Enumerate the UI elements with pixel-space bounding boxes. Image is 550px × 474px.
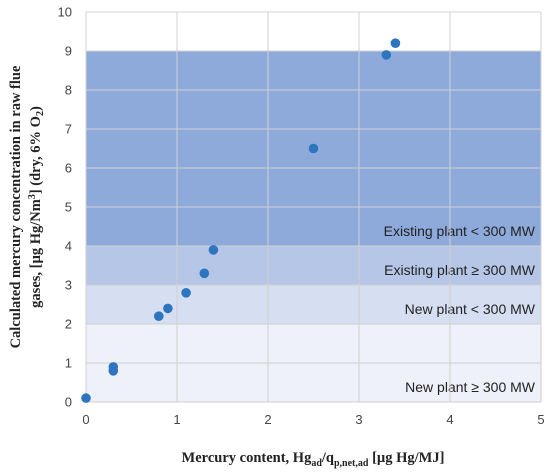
x-tick-label-2: 2 (264, 412, 271, 427)
data-point-10 (390, 38, 401, 48)
x-tick-label-4: 4 (446, 412, 453, 427)
band-label-0: New plant ≥ 300 MW (405, 379, 536, 395)
y-tick-label-9: 9 (65, 44, 72, 59)
x-axis-title: Mercury content, Hgad/qp,net,ad [µg Hg/M… (182, 450, 445, 469)
tick-labels: 0 1 2 3 4 5 6 7 8 9 10 0 1 2 3 4 5 (58, 5, 545, 428)
y-tick-label-8: 8 (65, 83, 72, 98)
data-point-8 (308, 143, 319, 154)
data-point-9 (381, 50, 392, 60)
y-tick-label-0: 0 (65, 395, 72, 410)
data-point-5 (181, 288, 191, 298)
data-point-2 (108, 362, 119, 372)
y-tick-label-7: 7 (65, 122, 72, 137)
data-point-6 (199, 268, 210, 279)
data-point-0 (81, 393, 91, 403)
y-tick-label-5: 5 (65, 200, 72, 215)
y-axis-title-line2: gases, [µg Hg/Nm3] (dry, 6% O2) (27, 106, 46, 308)
y-tick-label-6: 6 (65, 161, 72, 176)
data-point-7 (208, 245, 219, 255)
band-label-2: Existing plant ≥ 300 MW (384, 262, 536, 278)
y-tick-label-1: 1 (65, 356, 72, 371)
band-2 (86, 246, 541, 285)
y-tick-label-10: 10 (58, 5, 72, 20)
gridlines (85, 11, 542, 403)
band-label-1: New plant < 300 MW (405, 301, 536, 317)
data-point-3 (154, 311, 164, 322)
band-label-3: Existing plant < 300 MW (384, 223, 536, 239)
x-tick-label-1: 1 (173, 412, 180, 427)
y-axis-title-line1: Calculated mercury concentration in raw … (8, 65, 24, 348)
y-tick-label-2: 2 (65, 317, 72, 332)
y-tick-label-3: 3 (65, 278, 72, 293)
y-tick-label-4: 4 (65, 239, 72, 254)
x-tick-label-5: 5 (537, 412, 544, 427)
data-point-4 (163, 303, 173, 314)
data-points (81, 38, 401, 403)
x-tick-label-3: 3 (355, 412, 362, 427)
threshold-bands: New plant ≥ 300 MW New plant < 300 MW Exis… (86, 51, 541, 402)
x-tick-label-0: 0 (82, 412, 89, 427)
